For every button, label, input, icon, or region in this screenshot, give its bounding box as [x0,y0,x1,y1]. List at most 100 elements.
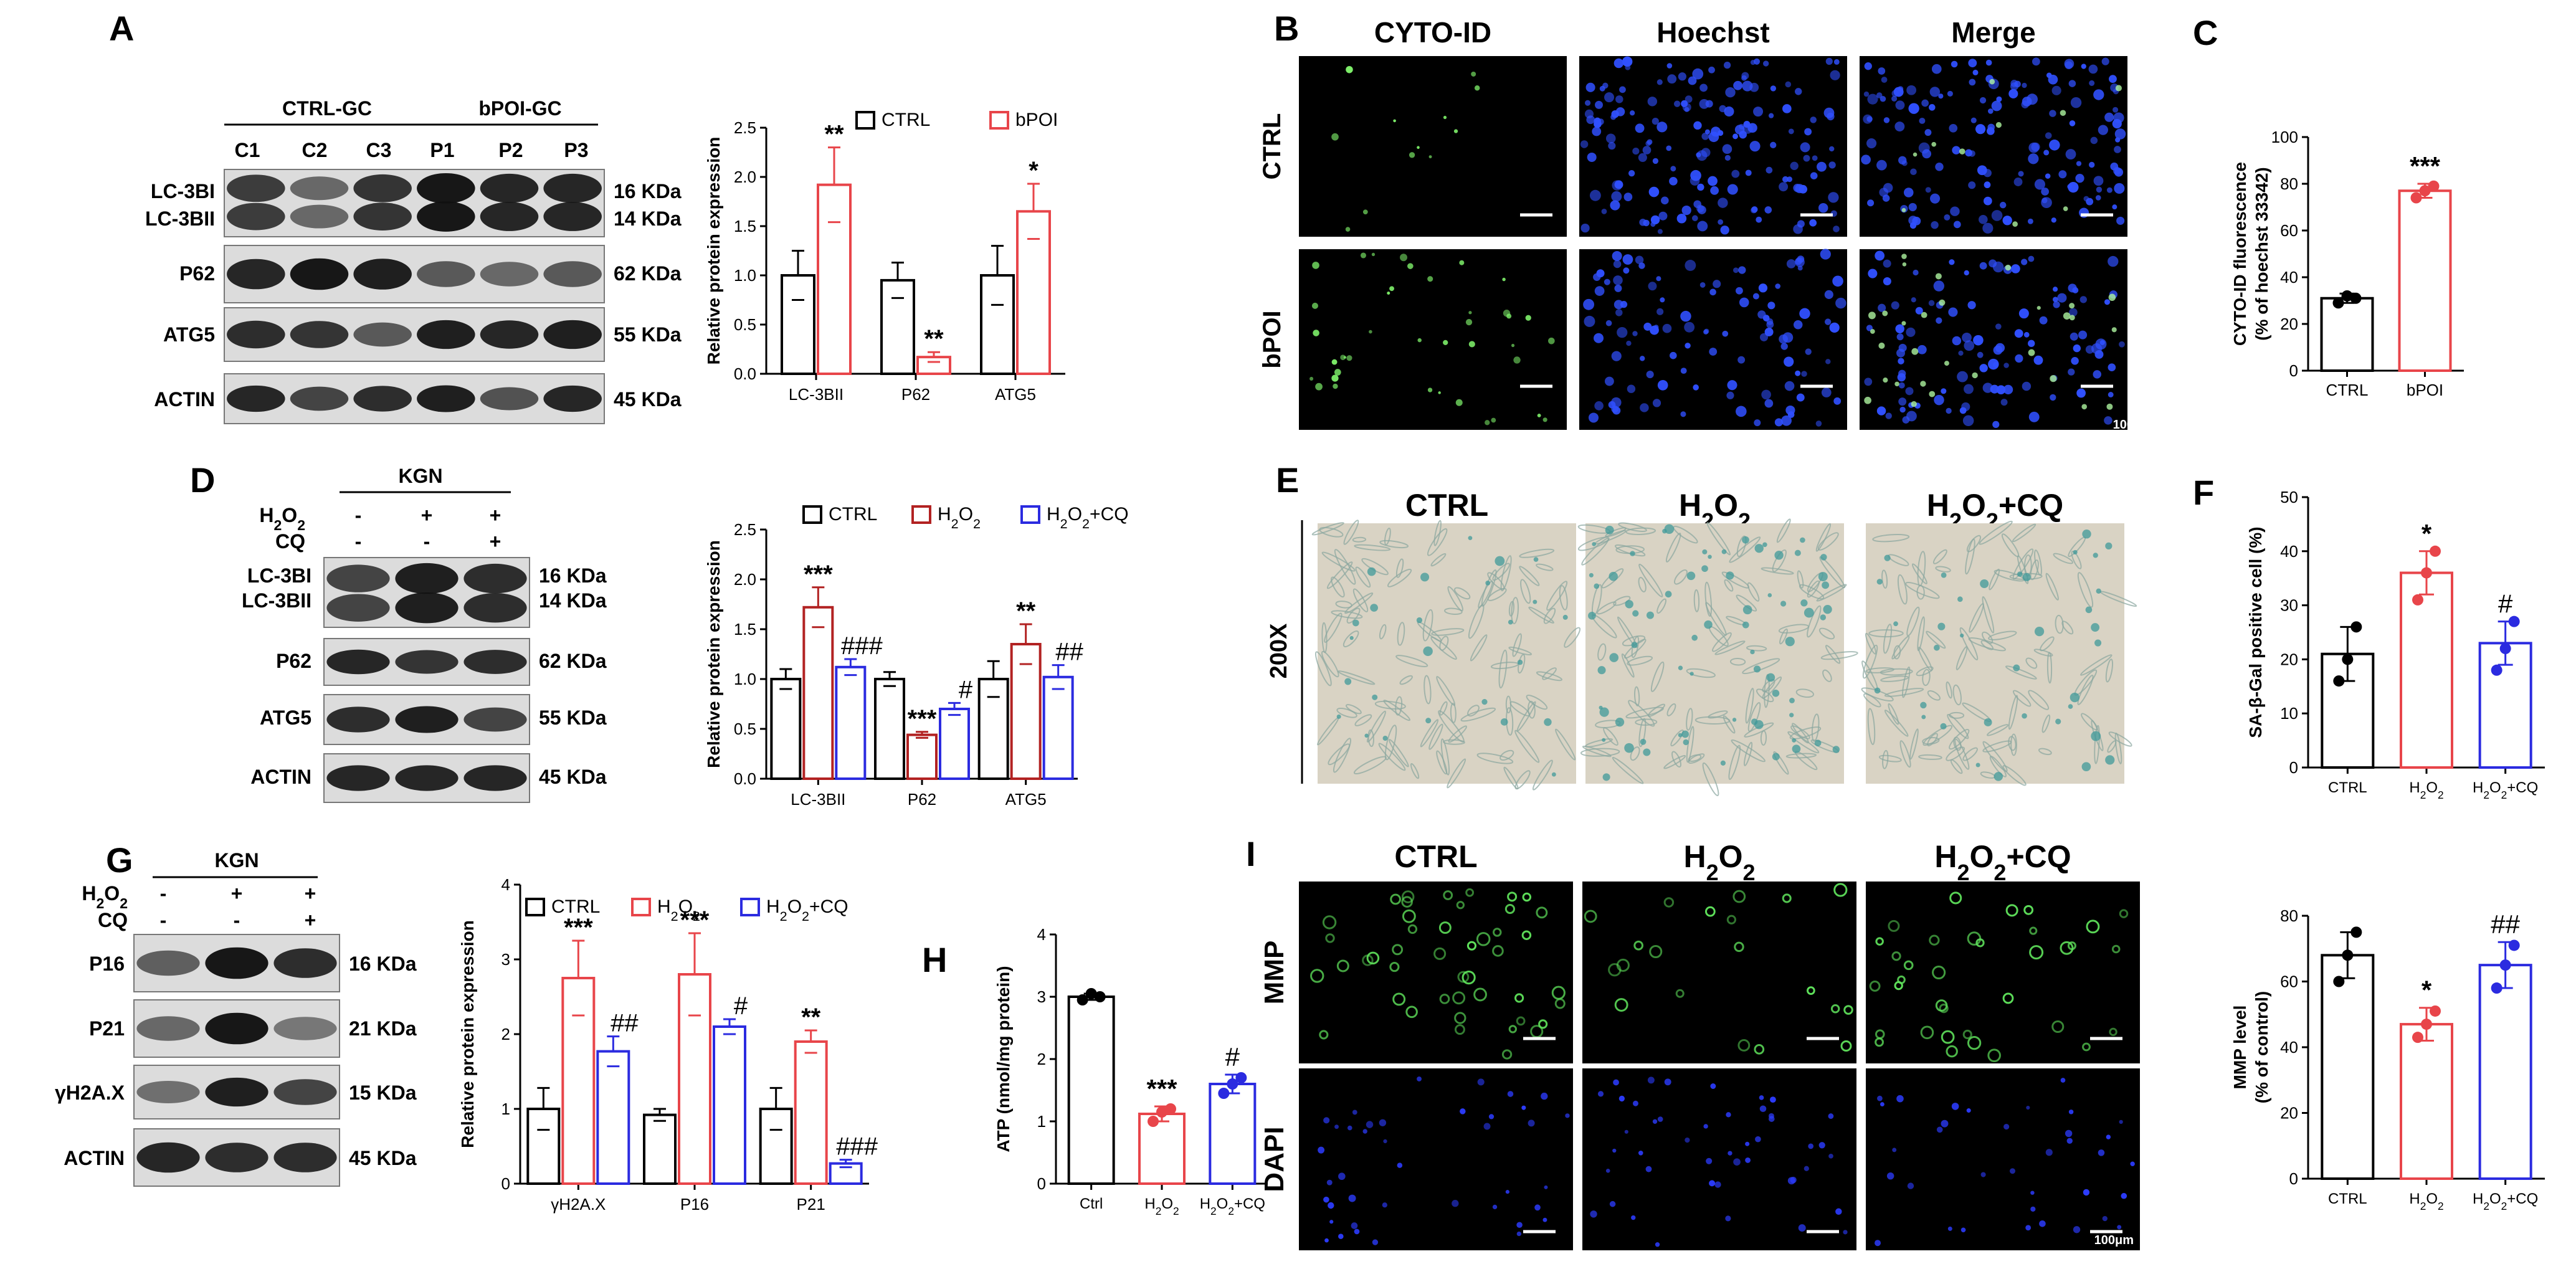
sa-bgal-stain [2055,718,2061,725]
panel-letter-D: D [190,460,215,500]
cell-signal [2076,388,2086,398]
cell-outline [1686,708,1693,731]
cell-signal [1968,59,1977,68]
x-tick-label: H2O2+CQ [2473,1191,2538,1212]
cell-signal [1649,944,1663,959]
cell-signal [1647,97,1658,107]
kda-label: 14 KDa [614,207,682,230]
cell-signal [1538,1019,1548,1029]
cell-signal [2028,153,2039,164]
cell-signal [1390,893,1401,905]
cell-signal [1505,1190,1510,1194]
blot-row-label: ACTIN [250,766,311,788]
cell-outline [1423,675,1432,705]
cell-signal [1992,421,2000,428]
cell-signal [1443,890,1453,900]
sa-bgal-stain [1766,673,1775,682]
cell-outline [1500,555,1512,592]
cell-outline [2077,572,2094,608]
cell-signal [2090,136,2098,145]
bar [2478,964,2532,1180]
cell-signal [1613,275,1623,285]
cell-signal [1656,276,1661,282]
blot-row-label: P62 [179,262,215,285]
cell-signal [1618,1095,1625,1102]
kda-label: 55 KDa [614,323,682,346]
cell-signal [1439,994,1450,1004]
cell-signal [2098,125,2108,135]
sign: + [421,504,433,526]
cell-signal [2065,149,2076,159]
cell-signal [1324,1238,1329,1243]
cell-signal [1662,323,1672,333]
sa-bgal-stain [1517,659,1523,665]
cell-signal [1958,350,1964,356]
cell-signal [1504,903,1516,915]
cell-signal [1880,96,1886,102]
cell-signal [1891,95,1898,102]
cell-signal [1818,203,1828,213]
cell-outline [1638,577,1647,592]
cell-signal [1309,376,1314,381]
cell-signal [1334,369,1341,376]
sa-bgal-stain [1349,635,1354,640]
cell-signal [2069,120,2076,126]
legend-label: bPOI [1015,110,1058,130]
cell-signal [1366,951,1380,965]
x-tick-label: P62 [908,790,936,809]
chart-I-bar: 0 20 40 60 80 CTRL H2O2 H2O2+CQ * ## MMP level (% o… [2230,906,2545,1212]
cell-outline [1384,725,1397,761]
cell-signal [1427,276,1433,282]
cell-signal [1652,399,1661,407]
sa-bgal-stain [1662,528,1667,534]
kda-label: 16 KDa [614,180,682,202]
cell-signal [2076,161,2082,166]
cell-outline [1597,643,1607,661]
cell-signal [1936,317,1942,324]
sa-bgal-stain [1772,689,1780,697]
blot-band [480,202,539,231]
cell-signal [1843,1005,1853,1015]
data-point [1148,1116,1159,1127]
y-tick-label: 1.5 [734,620,756,639]
treat-label: CQ [275,530,305,553]
cell-signal [1901,254,1907,259]
cell-outline [1946,681,1952,699]
image-row-label: MMP [1259,941,1290,1005]
cell-signal [1911,401,1917,407]
cell-signal [1623,192,1633,201]
panel-letter-F: F [2193,473,2214,512]
cell-outline [1965,538,1975,575]
cell-signal [2025,1225,2032,1231]
cell-signal [1346,355,1352,361]
cell-signal [1804,128,1812,136]
cell-signal [1951,60,1958,68]
cell-outline [1428,723,1443,750]
sa-bgal-stain [1630,551,1635,556]
cell-signal [1584,315,1595,327]
cell-signal [1738,266,1746,274]
cell-signal [1795,370,1801,376]
cell-signal [1379,1119,1387,1126]
cell-signal [2028,411,2040,422]
cell-signal [1685,95,1693,103]
cell-signal [1592,126,1602,136]
cell-signal [1714,1181,1721,1188]
bar [526,1108,561,1185]
sa-bgal-stain [1767,593,1772,597]
significance-mark: * [2422,519,2432,548]
cell-signal [1393,119,1396,123]
cell-signal [1967,1035,1982,1050]
chart-A-bar: 0.00.51.01.52.02.5LC-3BII P62 ATG5*****Rel… [704,110,1065,404]
significance-mark: *** [2410,151,2441,181]
kda-label: 15 KDa [349,1081,417,1104]
cell-signal [1661,196,1669,205]
cell-signal [2031,142,2040,151]
cell-signal [1667,74,1677,84]
cell-signal [2112,204,2117,210]
sa-bgal-stain [1551,772,1556,777]
data-point [1085,988,1097,999]
blot-band [227,202,285,231]
sa-bgal-stain [1742,621,1749,629]
sa-bgal-stain [1336,714,1341,719]
